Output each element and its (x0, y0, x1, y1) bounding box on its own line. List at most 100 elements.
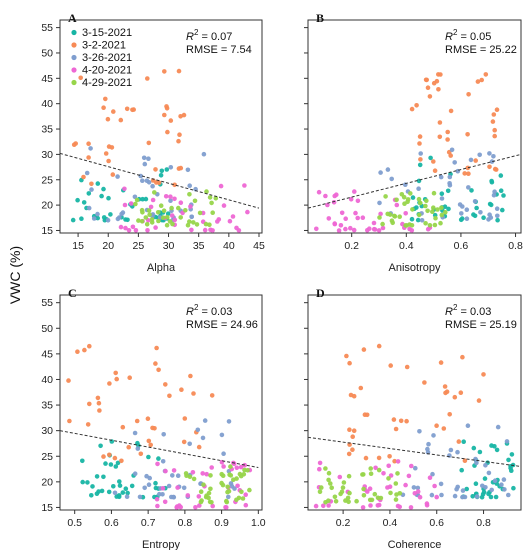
point (112, 490, 118, 496)
point (154, 496, 160, 502)
point (150, 425, 155, 431)
legend-marker (71, 29, 77, 36)
x-axis-label: Anisotropy (389, 262, 441, 274)
point (492, 189, 497, 194)
panel-a: 15 20 25 30 35 40 45 50 55 15 20 25 30 35 40 45 Alpha A R2… (41, 11, 265, 274)
point (103, 461, 108, 466)
point (376, 455, 382, 461)
y-tick-label: 45 (41, 73, 53, 85)
point (321, 503, 326, 509)
point (175, 485, 180, 490)
point (70, 217, 76, 223)
point (206, 495, 211, 501)
point (460, 494, 465, 500)
point (355, 215, 361, 221)
point (140, 196, 145, 202)
x-tick-label: 0.4 (383, 517, 398, 529)
point (480, 483, 485, 489)
point (228, 464, 233, 469)
x-tick-label: 0.6 (104, 517, 119, 529)
point (403, 482, 408, 488)
point (423, 203, 428, 209)
point (417, 134, 423, 139)
point (133, 228, 139, 233)
point (153, 225, 158, 230)
point (475, 79, 481, 84)
point (347, 360, 352, 366)
point (376, 502, 382, 508)
point (176, 205, 181, 211)
point (114, 376, 119, 382)
point (209, 393, 215, 398)
point (351, 227, 357, 233)
point (162, 69, 167, 74)
point (348, 225, 353, 231)
point (146, 482, 152, 488)
point (140, 178, 145, 183)
point (317, 489, 323, 495)
point (431, 433, 436, 438)
point (185, 222, 191, 228)
y-tick-label: 50 (41, 47, 53, 59)
point (239, 489, 244, 495)
point (462, 458, 468, 464)
point (150, 183, 155, 189)
point (494, 206, 500, 211)
point (495, 213, 500, 219)
point (243, 502, 249, 508)
point (489, 178, 494, 184)
point (476, 398, 482, 403)
panel-letter: C (68, 286, 77, 300)
point (177, 132, 182, 137)
point (159, 168, 165, 174)
point (393, 497, 399, 502)
x-tick-label: 0.9 (214, 517, 229, 529)
point (446, 206, 451, 212)
point (481, 372, 486, 377)
legend-entry: 3-2-2021 (82, 40, 126, 52)
point (178, 114, 183, 119)
point (465, 132, 470, 137)
r2-label: R2 = 0.03 (445, 303, 491, 318)
point (226, 419, 232, 424)
point (160, 215, 166, 220)
point (391, 417, 397, 422)
point (437, 120, 443, 125)
y-tick-label: 40 (41, 98, 53, 110)
x-tick-label: 15 (72, 240, 84, 252)
point (428, 155, 433, 161)
point (208, 486, 213, 492)
point (495, 424, 501, 430)
point (234, 497, 239, 503)
point (351, 428, 357, 434)
point (158, 173, 164, 178)
legend-entry: 3-26-2021 (82, 52, 132, 64)
point (75, 197, 80, 203)
point (416, 212, 422, 218)
point (425, 208, 430, 214)
point (390, 220, 396, 226)
point (107, 452, 112, 458)
point (133, 201, 138, 207)
point (358, 385, 364, 391)
point (130, 224, 136, 230)
point (375, 495, 381, 501)
point (431, 80, 437, 86)
point (415, 217, 421, 223)
point (181, 439, 187, 445)
point (141, 155, 147, 161)
point (406, 473, 412, 479)
point (429, 492, 435, 498)
point (459, 211, 464, 216)
point (438, 72, 443, 77)
point (167, 393, 172, 399)
x-axis-label: Entropy (142, 539, 180, 550)
point (332, 494, 338, 500)
point (361, 347, 367, 352)
point (106, 158, 111, 164)
point (323, 466, 328, 471)
point (492, 166, 498, 172)
point (398, 418, 404, 424)
point (119, 458, 124, 464)
point (172, 182, 177, 188)
